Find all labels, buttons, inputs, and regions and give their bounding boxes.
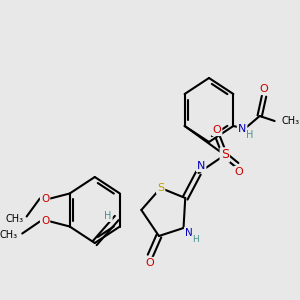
Text: S: S: [221, 148, 229, 161]
Text: N: N: [185, 228, 193, 238]
Text: N: N: [197, 161, 205, 171]
Text: CH₃: CH₃: [0, 230, 18, 241]
Text: H: H: [104, 211, 112, 221]
Text: H: H: [246, 130, 254, 140]
Text: O: O: [212, 125, 221, 135]
Text: CH₃: CH₃: [6, 214, 24, 224]
Text: N: N: [238, 124, 246, 134]
Text: H: H: [192, 236, 199, 244]
Text: S: S: [157, 183, 164, 193]
Text: O: O: [260, 84, 268, 94]
Text: O: O: [41, 217, 49, 226]
Text: O: O: [146, 258, 154, 268]
Text: O: O: [235, 167, 243, 177]
Text: O: O: [41, 194, 49, 203]
Text: CH₃: CH₃: [282, 116, 300, 126]
